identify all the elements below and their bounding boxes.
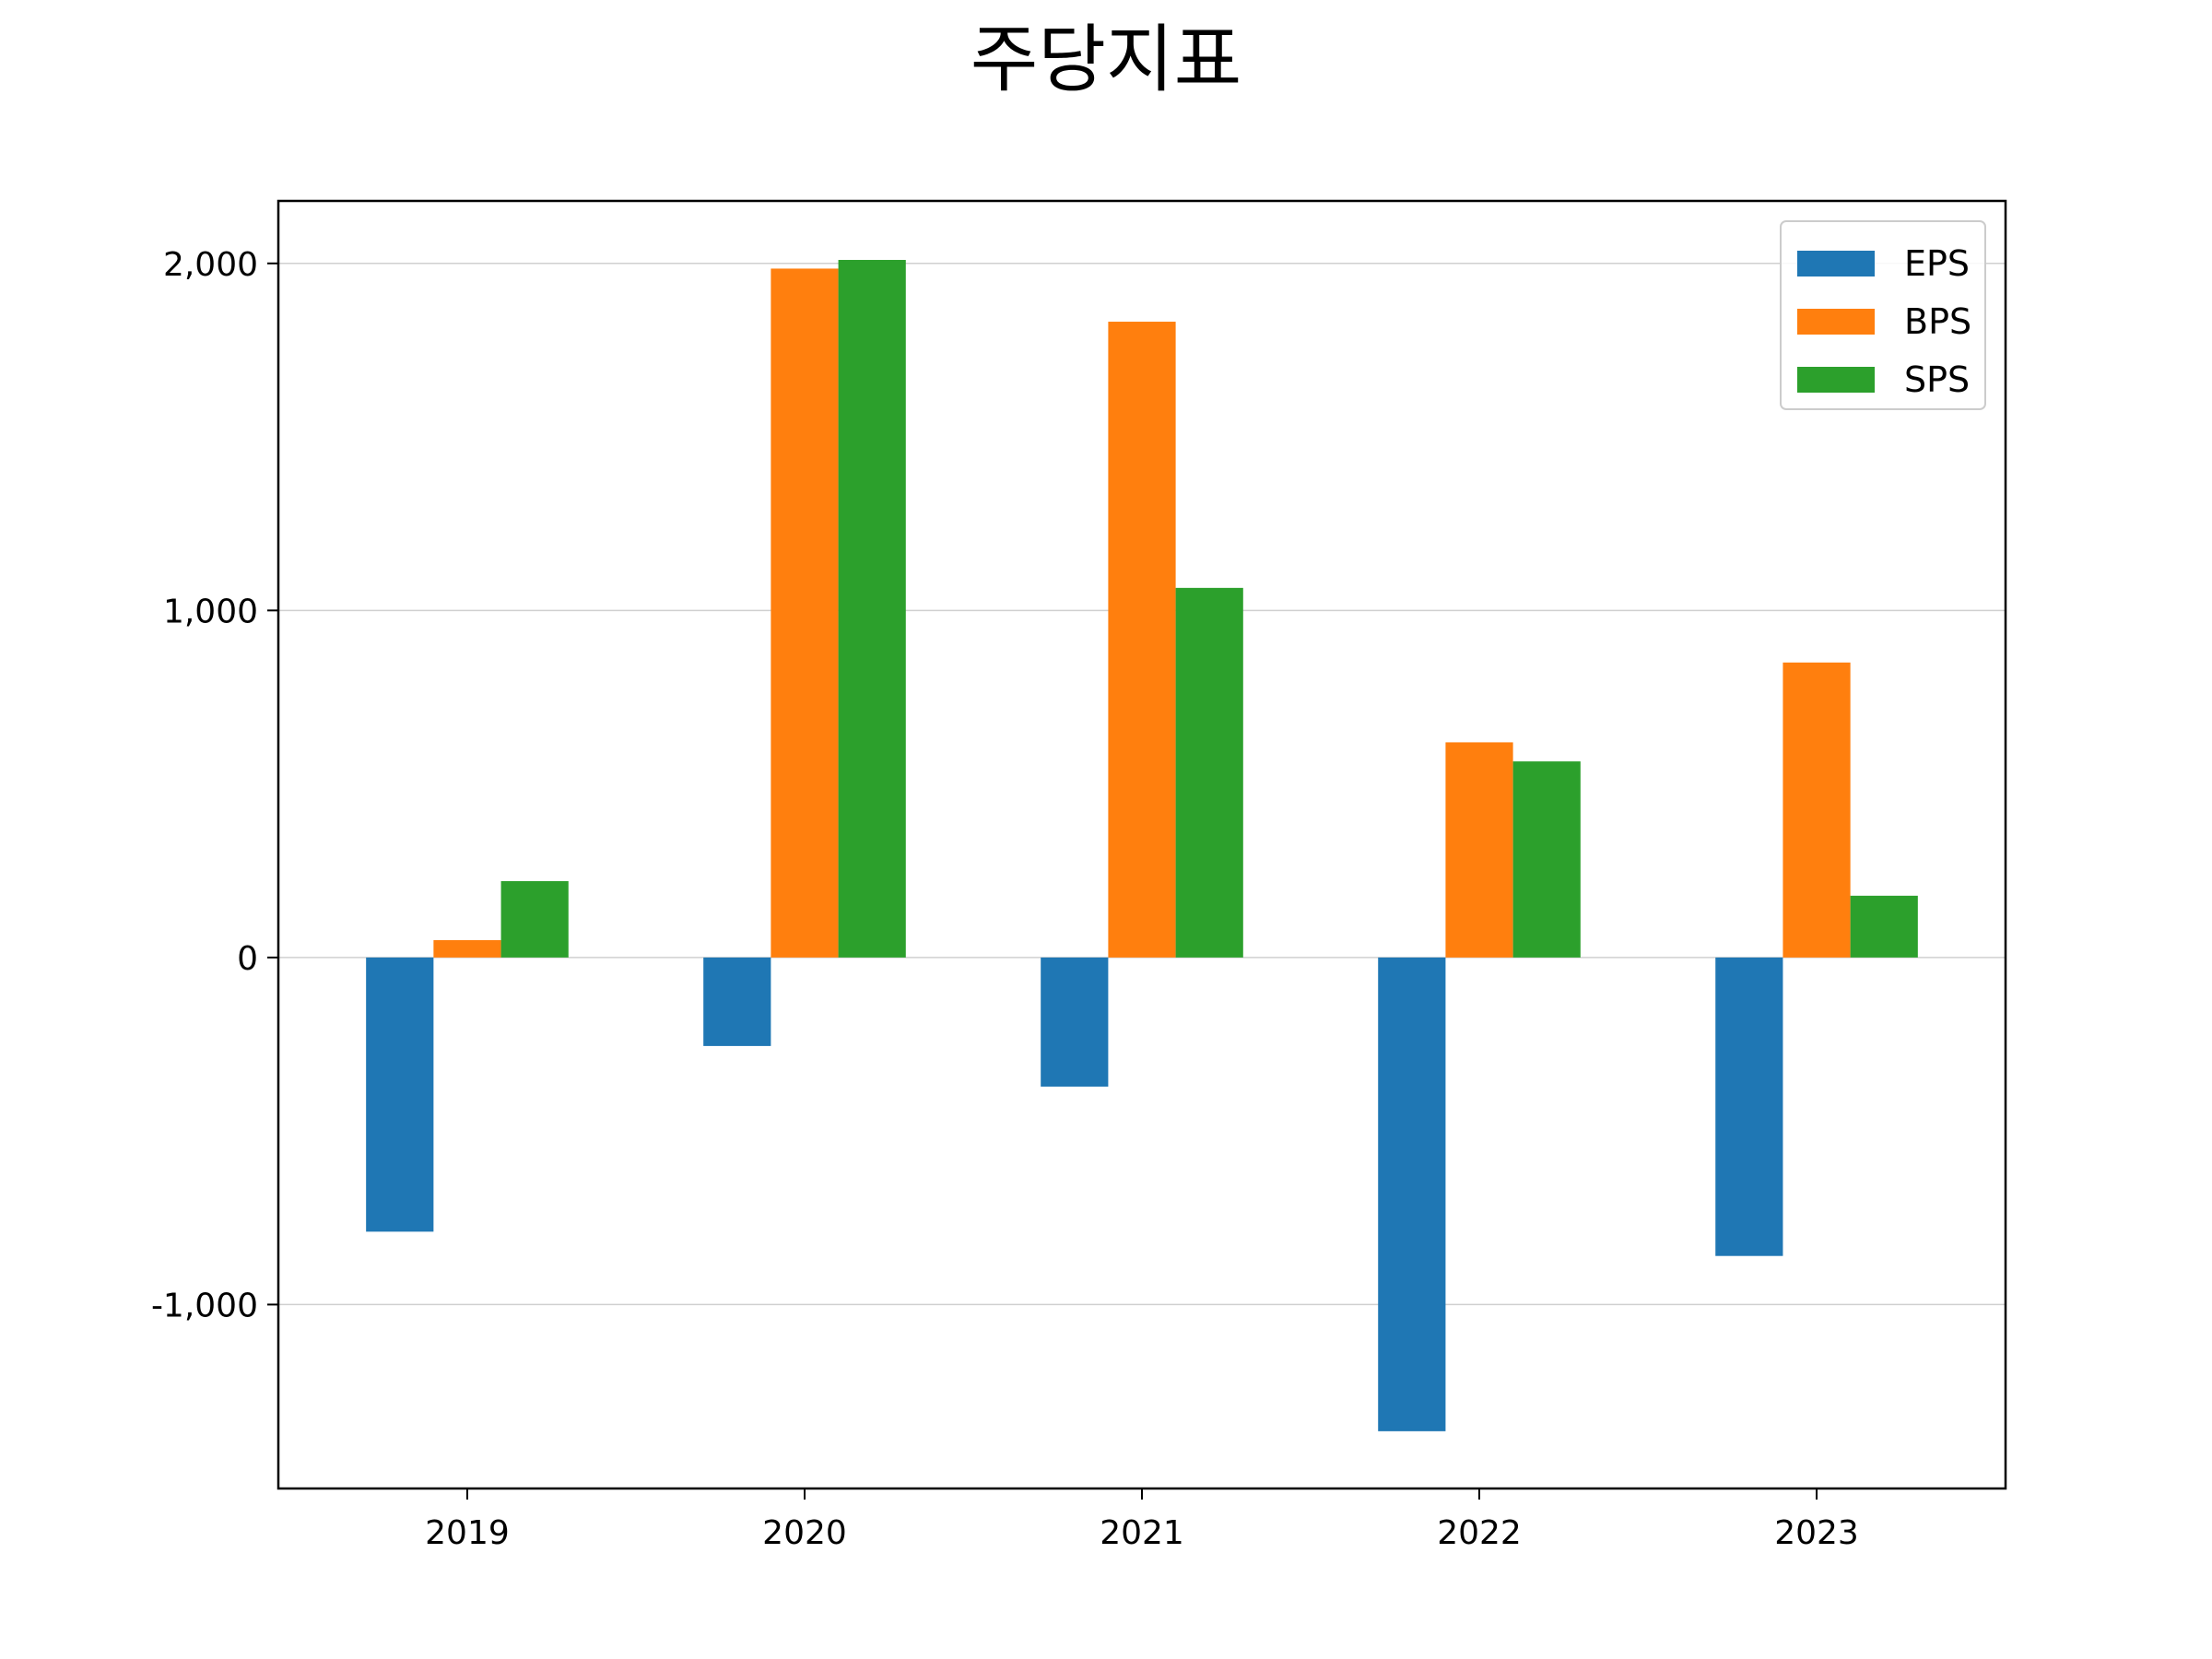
- legend: EPS BPS SPS: [1780, 220, 1986, 410]
- x-tick-label: 2020: [762, 1514, 847, 1552]
- x-tick-label: 2023: [1774, 1514, 1859, 1552]
- y-axis: -1,000 0 1,000 2,000: [151, 246, 278, 1324]
- bar-eps-2019: [366, 957, 434, 1232]
- bar-eps-2020: [703, 957, 771, 1046]
- bar-bps-2020: [771, 268, 839, 958]
- x-tick-label: 2022: [1437, 1514, 1522, 1552]
- bar-bps-2023: [1783, 662, 1851, 958]
- bar-eps-2022: [1378, 957, 1446, 1431]
- x-axis: 2019 2020 2021 2022 2023: [425, 1488, 1859, 1552]
- legend-swatch-eps: [1797, 251, 1875, 276]
- y-tick-label: 2,000: [163, 246, 258, 284]
- bar-eps-2023: [1715, 957, 1783, 1256]
- legend-swatch-sps: [1797, 367, 1875, 393]
- bar-sps-2023: [1850, 895, 1918, 958]
- bar-bps-2021: [1108, 322, 1176, 958]
- bar-sps-2021: [1175, 587, 1243, 958]
- y-tick-label: -1,000: [151, 1287, 258, 1324]
- bar-sps-2022: [1512, 761, 1581, 958]
- bar-eps-2021: [1041, 957, 1109, 1087]
- bar-sps-2019: [500, 881, 569, 958]
- legend-swatch-bps: [1797, 309, 1875, 335]
- bars: [366, 260, 1918, 1431]
- legend-label-bps: BPS: [1904, 301, 1971, 342]
- bar-bps-2019: [433, 940, 501, 958]
- y-tick-label: 0: [237, 940, 258, 978]
- bar-bps-2022: [1445, 742, 1513, 958]
- chart-title: 주당지표: [971, 17, 1241, 102]
- x-tick-label: 2019: [425, 1514, 510, 1552]
- legend-label-eps: EPS: [1904, 243, 1970, 284]
- legend-label-sps: SPS: [1904, 359, 1970, 400]
- bar-sps-2020: [838, 260, 906, 958]
- y-tick-label: 1,000: [163, 593, 258, 630]
- x-tick-label: 2021: [1100, 1514, 1184, 1552]
